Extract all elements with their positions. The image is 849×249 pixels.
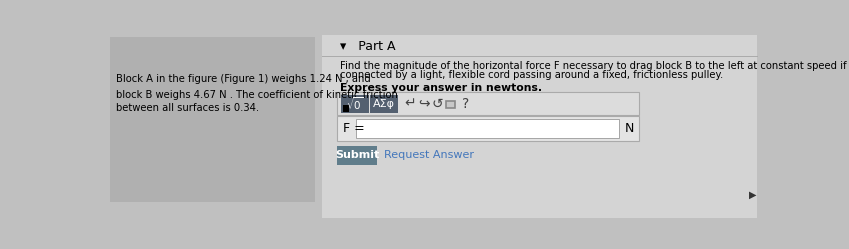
Bar	[110, 37, 315, 202]
Text: Block A in the figure (Figure 1) weighs 1.24 N , and: Block A in the figure (Figure 1) weighs …	[116, 74, 371, 84]
Text: ▾   Part A: ▾ Part A	[340, 40, 396, 53]
Text: ?: ?	[462, 97, 469, 111]
Text: Find the magnitude of the horizontal force F necessary to drag block B to the le: Find the magnitude of the horizontal for…	[340, 61, 849, 71]
Text: F =: F =	[343, 122, 365, 135]
Text: between all surfaces is 0.34.: between all surfaces is 0.34.	[116, 103, 259, 114]
Bar	[341, 95, 368, 113]
Text: connected by a light, flexible cord passing around a fixed, frictionless pulley.: connected by a light, flexible cord pass…	[340, 70, 723, 80]
Bar	[356, 119, 619, 138]
Text: ↺: ↺	[432, 97, 444, 111]
Text: ↪: ↪	[418, 97, 430, 111]
Text: Request Answer: Request Answer	[384, 150, 474, 160]
Bar	[446, 101, 455, 108]
Text: Submit: Submit	[335, 150, 380, 160]
Text: ▶: ▶	[749, 190, 756, 200]
Text: block B weighs 4.67 N . The coefficient of kinetic friction: block B weighs 4.67 N . The coefficient …	[116, 90, 398, 100]
Bar	[337, 116, 639, 141]
Text: AΣφ: AΣφ	[374, 99, 396, 109]
Text: N: N	[625, 122, 634, 135]
Bar	[342, 105, 350, 112]
Text: ↵: ↵	[404, 97, 416, 111]
Bar	[370, 95, 398, 113]
Bar	[337, 146, 377, 165]
Bar	[322, 35, 757, 218]
Text: $\sqrt{0}$: $\sqrt{0}$	[346, 95, 363, 112]
Text: Express your answer in newtons.: Express your answer in newtons.	[340, 83, 543, 93]
Bar	[337, 92, 639, 115]
